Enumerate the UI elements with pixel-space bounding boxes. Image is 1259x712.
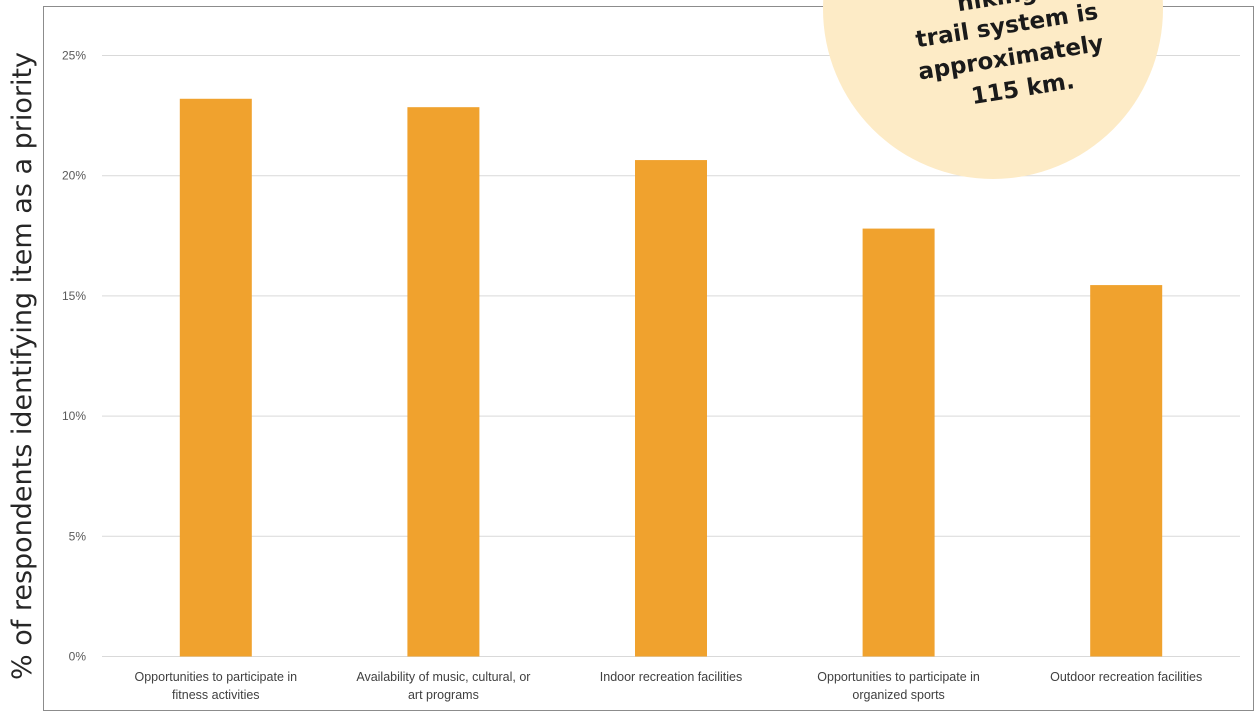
y-tick-label: 10% [62,409,86,423]
x-tick-label: Outdoor recreation facilities [1050,670,1202,684]
bars [179,98,1163,657]
x-axis-labels: Opportunities to participate in fitness a… [135,670,1203,702]
y-tick-label: 5% [69,529,87,543]
x-tick-label: Indoor recreation facilities [600,670,742,684]
bar [862,228,935,657]
y-tick-label: 15% [62,289,86,303]
x-tick-label: Opportunities to participate in [135,670,298,684]
bar [1090,285,1163,657]
y-axis-ticks: 0% 5% 10% 15% 20% 25% [62,49,86,664]
bar [635,160,707,657]
x-tick-label: fitness activities [172,688,260,702]
x-tick-label: Opportunities to participate in [817,670,980,684]
y-tick-label: 20% [62,169,86,183]
y-tick-label: 25% [62,49,86,63]
bar [407,107,480,657]
x-tick-label: art programs [408,688,479,702]
y-tick-label: 0% [69,650,87,664]
callout-circle [823,0,1163,179]
x-tick-label: Availability of music, cultural, or [356,670,530,684]
bar [179,98,252,657]
y-axis-title: % of respondents identifying item as a p… [7,52,38,680]
x-tick-label: organized sports [852,688,944,702]
